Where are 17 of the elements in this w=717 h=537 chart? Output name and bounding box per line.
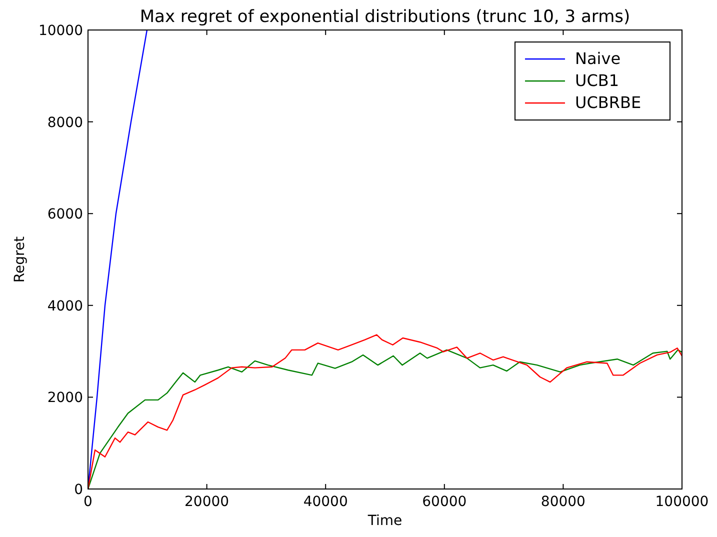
y-axis-title: Regret	[12, 236, 28, 283]
y-tick-label: 2000	[47, 390, 83, 406]
x-tick-label: 80000	[540, 494, 586, 510]
y-tick-label: 8000	[47, 114, 83, 131]
legend-label: UCB1	[575, 71, 620, 90]
legend-label: UCBRBE	[575, 93, 642, 112]
chart-title: Max regret of exponential distributions (trunc 10, 3 arms)	[140, 7, 630, 27]
y-tick-label: 10000	[38, 23, 83, 39]
y-tick-label: 0	[74, 482, 83, 498]
x-tick-label: 60000	[422, 494, 467, 510]
y-tick-label: 6000	[47, 206, 83, 223]
x-axis-title: Time	[366, 513, 402, 529]
legend-label: Naive	[575, 49, 621, 68]
x-tick-label: 40000	[303, 494, 348, 510]
y-tick-label: 4000	[47, 298, 83, 314]
x-tick-label: 20000	[184, 494, 230, 510]
x-tick-label: 100000	[655, 494, 709, 510]
